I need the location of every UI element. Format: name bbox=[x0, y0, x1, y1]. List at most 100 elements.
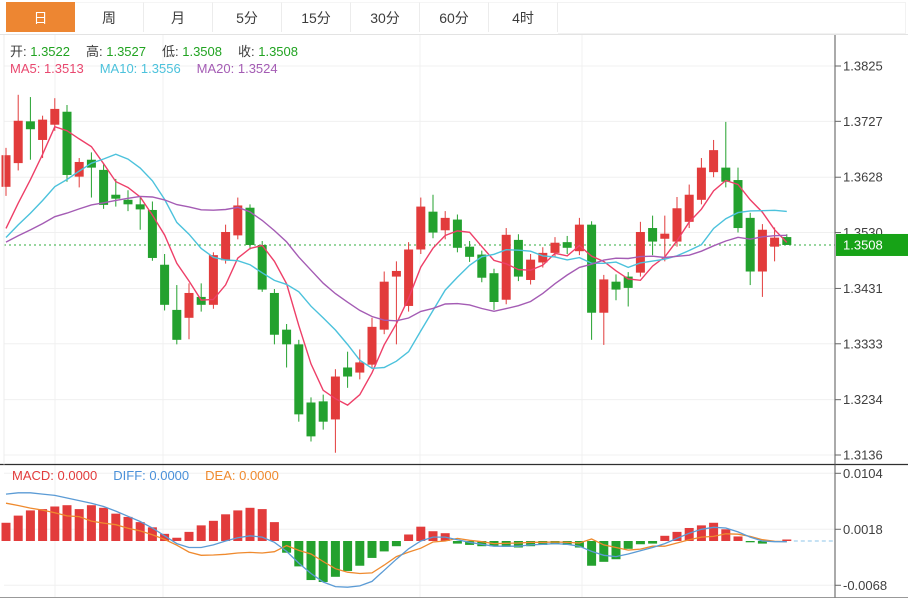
candle-body bbox=[660, 233, 670, 239]
macd-bar bbox=[330, 541, 340, 577]
field-value: 1.3524 bbox=[234, 61, 278, 76]
candle-body bbox=[648, 228, 658, 242]
price-axis-label: 1.3825 bbox=[843, 59, 883, 74]
candle-body bbox=[440, 217, 450, 231]
candle-body bbox=[269, 292, 279, 335]
candle-body bbox=[318, 401, 328, 422]
macd-axis-label: 0.0018 bbox=[843, 522, 883, 537]
candle-body bbox=[672, 208, 682, 242]
macd-bar bbox=[648, 541, 658, 544]
candle-body bbox=[135, 204, 145, 210]
field-label: 低: bbox=[162, 44, 179, 59]
candlestick-macd-chart[interactable]: 1.38251.37271.36281.35301.34311.33331.32… bbox=[0, 35, 908, 600]
macd-bar bbox=[367, 541, 377, 558]
ma20-line bbox=[5, 195, 787, 322]
tab-5min[interactable]: 5分 bbox=[213, 2, 282, 32]
candle-body bbox=[160, 264, 170, 305]
macd-bar bbox=[294, 541, 304, 567]
field-label: 收: bbox=[238, 44, 255, 59]
candle-body bbox=[282, 329, 292, 345]
price-axis-label: 1.3628 bbox=[843, 170, 883, 185]
candle-body bbox=[611, 281, 621, 290]
candle-body bbox=[294, 344, 304, 415]
macd-bar bbox=[38, 509, 48, 541]
tab-60min[interactable]: 60分 bbox=[420, 2, 489, 32]
candle-body bbox=[562, 242, 572, 248]
candle-body bbox=[733, 180, 743, 229]
tab-month[interactable]: 月 bbox=[144, 2, 213, 32]
macd-bar bbox=[452, 541, 462, 544]
macd-bar bbox=[684, 527, 694, 541]
macd-bar bbox=[355, 541, 365, 566]
macd-bar bbox=[221, 514, 231, 541]
macd-bar bbox=[745, 541, 755, 543]
candle-body bbox=[538, 252, 548, 263]
candle-body bbox=[62, 111, 72, 175]
candle-body bbox=[550, 242, 560, 253]
macd-bar bbox=[428, 531, 438, 541]
candle-body bbox=[770, 237, 780, 247]
macd-bar bbox=[404, 534, 414, 541]
candle-body bbox=[782, 237, 792, 245]
candle-body bbox=[123, 199, 133, 205]
macd-bar bbox=[50, 506, 60, 541]
macd-bar bbox=[709, 522, 719, 541]
field-value: 0.0000 bbox=[53, 468, 98, 483]
candle-body bbox=[25, 121, 35, 130]
candle-body bbox=[233, 205, 243, 236]
macd-bar bbox=[111, 513, 121, 541]
macd-bar bbox=[269, 522, 279, 541]
macd-bar bbox=[391, 541, 401, 547]
candle-body bbox=[367, 326, 377, 365]
field-value: 1.3508 bbox=[254, 44, 298, 59]
macd-bar bbox=[208, 520, 218, 541]
macd-bar bbox=[86, 505, 96, 541]
candle-body bbox=[147, 209, 157, 258]
macd-bar bbox=[696, 525, 706, 541]
candle-body bbox=[38, 119, 48, 140]
price-axis-label: 1.3727 bbox=[843, 114, 883, 129]
macd-bar bbox=[13, 515, 23, 541]
diff-line bbox=[5, 492, 787, 588]
macd-bar bbox=[1, 522, 11, 541]
candle-body bbox=[696, 167, 706, 200]
ma10-line bbox=[5, 153, 787, 370]
tab-day[interactable]: 日 bbox=[6, 2, 75, 32]
field-label: MA20: bbox=[196, 61, 235, 76]
candle-body bbox=[184, 292, 194, 318]
candle-body bbox=[1, 155, 11, 187]
candle-body bbox=[196, 296, 206, 305]
candle-body bbox=[465, 246, 475, 257]
macd-bar bbox=[25, 510, 35, 541]
candle-body bbox=[428, 211, 438, 233]
field-label: DEA: bbox=[205, 468, 236, 483]
macd-bar bbox=[99, 507, 109, 541]
macd-bar bbox=[343, 541, 353, 571]
ma-info-row: MA5: 1.3513 MA10: 1.3556 MA20: 1.3524 bbox=[10, 61, 294, 76]
field-value: 1.3527 bbox=[102, 44, 146, 59]
tab-15min[interactable]: 15分 bbox=[282, 2, 351, 32]
macd-bar bbox=[184, 531, 194, 541]
tab-4hour[interactable]: 4时 bbox=[489, 2, 558, 32]
candle-body bbox=[208, 255, 218, 305]
tab-30min[interactable]: 30分 bbox=[351, 2, 420, 32]
macd-bar bbox=[733, 536, 743, 541]
macd-bar bbox=[611, 541, 621, 560]
tab-week[interactable]: 周 bbox=[75, 2, 144, 32]
candle-body bbox=[13, 120, 23, 164]
macd-bar bbox=[257, 509, 267, 541]
macd-bar bbox=[672, 531, 682, 541]
macd-bar bbox=[196, 525, 206, 541]
macd-bar bbox=[599, 541, 609, 562]
candle-body bbox=[306, 402, 316, 437]
field-label: 开: bbox=[10, 44, 27, 59]
candle-body bbox=[99, 169, 109, 205]
candle-body bbox=[745, 217, 755, 272]
field-value: 1.3556 bbox=[137, 61, 181, 76]
candle-body bbox=[489, 273, 499, 302]
macd-bar bbox=[757, 541, 767, 544]
macd-bar bbox=[635, 541, 645, 545]
macd-info-row: MACD: 0.0000 DIFF: 0.0000 DEA: 0.0000 bbox=[12, 468, 295, 483]
field-label: MA5: bbox=[10, 61, 41, 76]
